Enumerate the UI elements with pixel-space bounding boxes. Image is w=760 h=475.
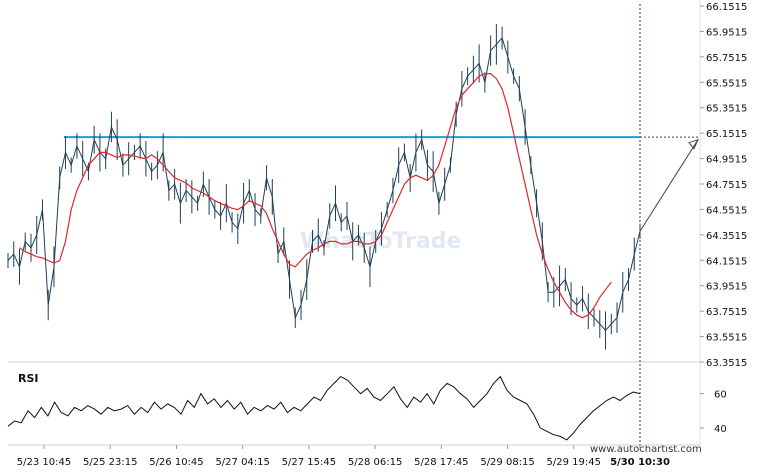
- y-tick-label: 64.7515: [706, 180, 747, 191]
- y-tick-label: 65.7515: [706, 53, 747, 64]
- y-tick-label: 63.9515: [706, 282, 747, 293]
- x-tick-label-current: 5/30 10:30: [610, 457, 670, 468]
- y-tick-label: 64.9515: [706, 155, 747, 166]
- y-tick-label: 64.1515: [706, 256, 747, 267]
- moving-average-line: [19, 73, 612, 319]
- x-tick-label: 5/23 10:45: [17, 457, 71, 468]
- x-tick-label: 5/29 19:45: [547, 457, 601, 468]
- price-line: [7, 37, 641, 332]
- y-tick-label: 65.1515: [706, 129, 747, 140]
- x-tick-label: 5/25 23:15: [83, 457, 137, 468]
- y-tick-label: 63.7515: [706, 307, 747, 318]
- x-tick-label: 5/26 10:45: [149, 457, 203, 468]
- rsi-tick-label: 60: [714, 390, 727, 401]
- rsi-line: [7, 375, 641, 441]
- y-tick-label: 63.3515: [706, 358, 747, 369]
- projection-arrow-line: [639, 139, 699, 232]
- rsi-title: RSI: [18, 372, 39, 385]
- y-tick-label: 63.5515: [706, 333, 747, 344]
- y-tick-label: 64.5515: [706, 205, 747, 216]
- x-tick-label: 5/27 15:45: [282, 457, 336, 468]
- y-tick-label: 65.5515: [706, 78, 747, 89]
- rsi-tick-label: 40: [714, 424, 727, 435]
- x-tick-label: 5/27 04:15: [215, 457, 269, 468]
- x-tick-label: 5/28 06:15: [348, 457, 402, 468]
- projection-arrow-head: [688, 138, 699, 150]
- x-tick-label: 5/28 17:45: [414, 457, 468, 468]
- y-tick-label: 65.3515: [706, 104, 747, 115]
- y-tick-label: 66.1515: [706, 2, 747, 13]
- y-tick-label: 65.9515: [706, 27, 747, 38]
- footer-url: www.autochartist.com: [590, 444, 702, 455]
- y-tick-label: 64.3515: [706, 231, 747, 242]
- x-tick-label: 5/29 08:15: [480, 457, 534, 468]
